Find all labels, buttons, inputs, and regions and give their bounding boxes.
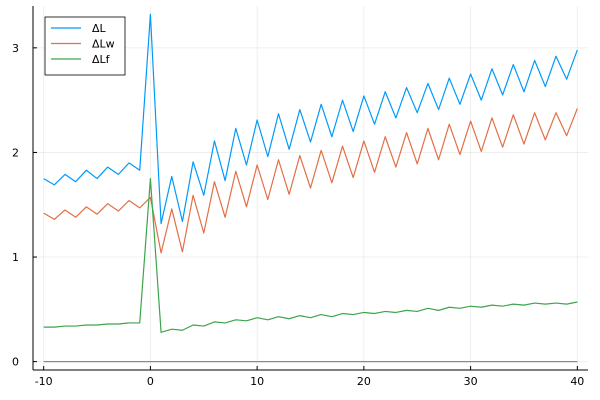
- legend-label: ΔL: [92, 22, 107, 35]
- legend-label: ΔLw: [92, 38, 115, 51]
- x-tick-label: 40: [570, 375, 584, 388]
- y-tick-label: 1: [12, 251, 19, 264]
- x-tick-label: 10: [250, 375, 264, 388]
- series-line-dl: [43, 13, 578, 225]
- y-tick-label: 2: [12, 146, 19, 159]
- legend: ΔL ΔLw ΔLf: [44, 16, 126, 76]
- series-line-dlw: [43, 108, 578, 254]
- axes: -10 0 10 20 30 40 0 1 2 3: [12, 6, 588, 388]
- x-tick-label: 0: [147, 375, 154, 388]
- legend-box: [44, 16, 126, 76]
- legend-label: ΔLf: [92, 53, 111, 66]
- y-tick-label: 0: [12, 356, 19, 369]
- x-tick-label: 20: [357, 375, 371, 388]
- x-tick-label: -10: [35, 375, 53, 388]
- y-tick-label: 3: [12, 42, 19, 55]
- series-line-dlf: [43, 177, 578, 333]
- series-lines: [43, 13, 578, 363]
- x-tick-label: 30: [464, 375, 478, 388]
